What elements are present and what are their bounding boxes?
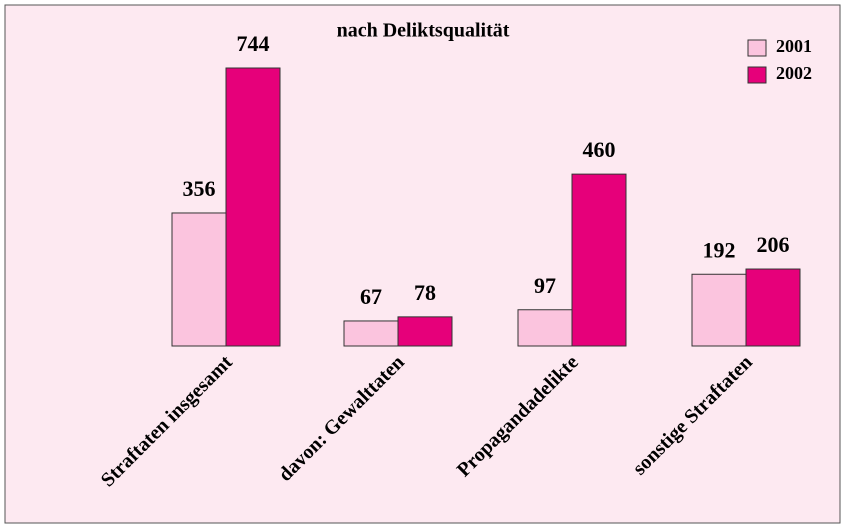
legend-swatch (747, 39, 767, 57)
value-label: 744 (237, 31, 270, 56)
legend-swatch (747, 66, 767, 84)
legend-label: 2001 (776, 36, 812, 56)
legend-label: 2002 (776, 63, 812, 83)
bar (517, 309, 573, 347)
bar (397, 316, 453, 347)
value-label: 78 (414, 280, 436, 305)
value-label: 97 (534, 273, 556, 298)
value-label: 356 (183, 176, 216, 201)
plot-background (4, 4, 841, 524)
chart-title: nach Deliktsqualität (337, 20, 510, 42)
value-label: 206 (757, 232, 790, 257)
value-label: 460 (583, 137, 616, 162)
bar (225, 67, 281, 347)
bar (745, 268, 801, 347)
bar (343, 320, 399, 347)
bar (171, 212, 227, 347)
bar (571, 173, 627, 347)
bar (691, 273, 747, 347)
value-label: 192 (703, 237, 736, 262)
value-label: 67 (360, 284, 382, 309)
